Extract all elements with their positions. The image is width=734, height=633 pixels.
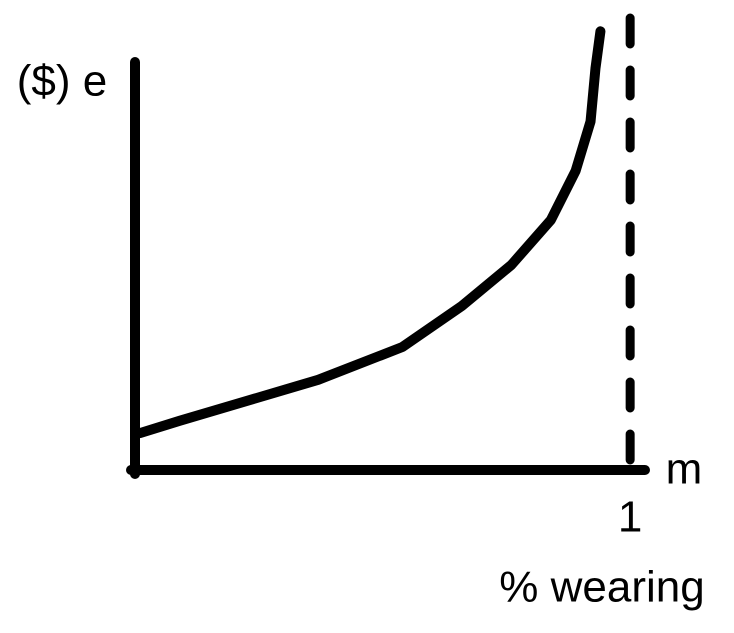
curve [134, 26, 606, 439]
x-axis-end-label: m [666, 445, 703, 494]
x-axis-label: % wearing [499, 563, 704, 612]
x-tick-label: 1 [618, 493, 642, 542]
y-axis-label: ($) e [17, 57, 107, 106]
